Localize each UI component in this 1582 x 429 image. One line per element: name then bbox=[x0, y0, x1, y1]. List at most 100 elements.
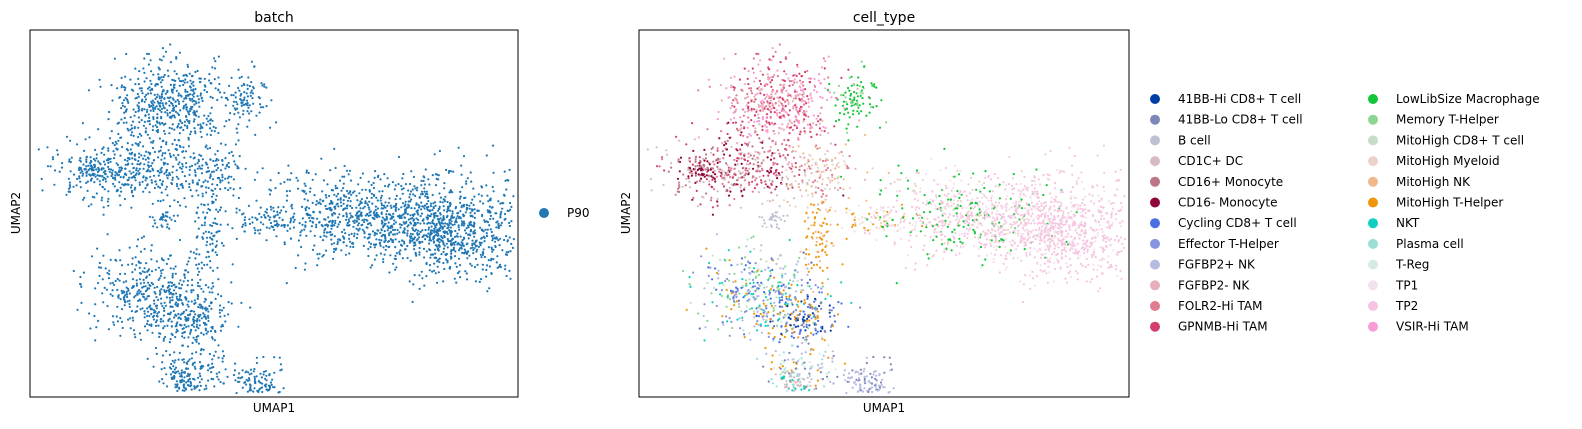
point bbox=[439, 223, 442, 226]
point bbox=[138, 181, 141, 184]
point bbox=[184, 387, 187, 390]
point bbox=[183, 361, 186, 364]
point bbox=[87, 164, 90, 167]
point bbox=[708, 180, 711, 183]
point bbox=[140, 100, 143, 103]
point bbox=[170, 332, 173, 335]
point bbox=[728, 154, 732, 157]
point bbox=[449, 226, 452, 229]
point bbox=[396, 228, 399, 232]
point bbox=[756, 133, 759, 136]
point bbox=[709, 199, 713, 202]
point bbox=[290, 205, 293, 208]
point bbox=[345, 169, 349, 172]
point bbox=[747, 121, 750, 124]
point bbox=[363, 220, 366, 224]
point bbox=[224, 177, 227, 180]
point bbox=[159, 149, 162, 152]
point bbox=[272, 206, 275, 209]
point bbox=[723, 174, 726, 177]
point bbox=[199, 123, 202, 126]
point bbox=[196, 281, 200, 284]
point bbox=[425, 250, 428, 253]
point bbox=[793, 120, 796, 123]
point bbox=[768, 123, 771, 126]
point bbox=[158, 332, 161, 335]
point bbox=[209, 175, 212, 178]
point bbox=[820, 195, 823, 198]
point bbox=[447, 171, 450, 174]
point bbox=[764, 183, 768, 186]
point bbox=[496, 255, 499, 258]
point bbox=[182, 327, 185, 330]
point bbox=[143, 80, 146, 83]
point bbox=[344, 253, 347, 256]
point bbox=[309, 187, 312, 190]
point bbox=[400, 188, 403, 191]
point bbox=[349, 245, 352, 248]
point bbox=[172, 86, 175, 89]
point bbox=[815, 117, 818, 120]
point bbox=[740, 131, 743, 134]
point bbox=[491, 185, 494, 189]
point bbox=[191, 195, 194, 198]
point bbox=[294, 266, 297, 270]
point bbox=[793, 124, 796, 127]
point bbox=[143, 325, 147, 328]
point bbox=[235, 237, 238, 240]
point bbox=[349, 204, 352, 208]
point bbox=[168, 290, 171, 293]
point bbox=[106, 200, 109, 203]
point bbox=[203, 300, 206, 303]
point bbox=[735, 159, 739, 162]
point bbox=[274, 214, 277, 217]
panel-1-xlabel: UMAP1 bbox=[253, 401, 295, 415]
point bbox=[866, 229, 870, 232]
point bbox=[730, 102, 733, 105]
point bbox=[458, 249, 461, 252]
point bbox=[807, 158, 810, 161]
point bbox=[102, 171, 105, 174]
point bbox=[474, 245, 478, 248]
point bbox=[804, 174, 807, 177]
point bbox=[157, 185, 160, 188]
point bbox=[150, 104, 153, 108]
point bbox=[187, 145, 190, 148]
point bbox=[315, 203, 318, 206]
point bbox=[121, 183, 124, 186]
point bbox=[736, 99, 739, 103]
point bbox=[204, 284, 207, 287]
point bbox=[820, 129, 823, 132]
point bbox=[130, 124, 133, 127]
point bbox=[108, 110, 111, 114]
point bbox=[180, 283, 184, 286]
point bbox=[844, 163, 847, 166]
point bbox=[812, 181, 815, 184]
point bbox=[126, 300, 129, 303]
point bbox=[128, 246, 131, 249]
point bbox=[688, 171, 691, 174]
point bbox=[174, 110, 178, 113]
point bbox=[195, 325, 199, 329]
point bbox=[437, 209, 440, 212]
point bbox=[183, 81, 186, 84]
point bbox=[232, 373, 236, 377]
point bbox=[230, 94, 233, 97]
point bbox=[453, 277, 456, 280]
point bbox=[343, 228, 346, 231]
point bbox=[353, 232, 356, 235]
point bbox=[449, 232, 452, 235]
point bbox=[107, 328, 110, 331]
point bbox=[178, 386, 181, 389]
point bbox=[794, 115, 797, 118]
point bbox=[125, 121, 128, 124]
point bbox=[175, 148, 178, 152]
point bbox=[348, 196, 351, 200]
point bbox=[795, 125, 799, 128]
point bbox=[806, 194, 810, 197]
point bbox=[807, 98, 810, 101]
point bbox=[781, 142, 784, 146]
point bbox=[818, 236, 822, 239]
point bbox=[181, 335, 184, 338]
point bbox=[277, 171, 280, 175]
